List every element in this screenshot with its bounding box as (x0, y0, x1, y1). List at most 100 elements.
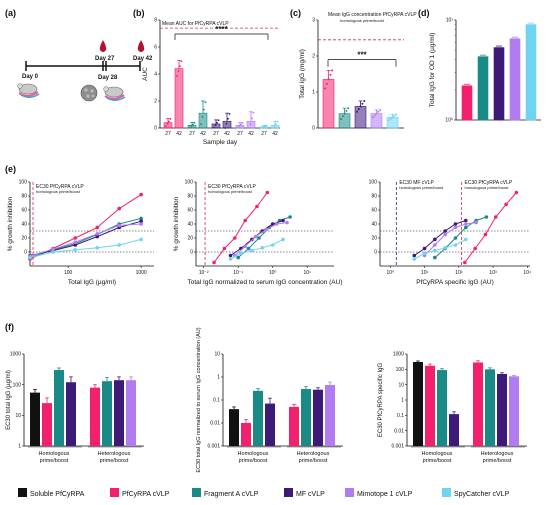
bar-f1-fragment-a-cvlp (54, 370, 64, 446)
point-e3-mf-cvlp (422, 246, 427, 251)
y-tick-label-e2: 100 (185, 180, 194, 186)
x-tick-label-e3: 10² (455, 270, 463, 276)
bar-f3-fragment-a-cvlp (437, 370, 447, 446)
series-line-e3-mf-cvlp (413, 220, 466, 256)
point-e3-mf-cvlp (412, 253, 417, 258)
x-tick-label-b-day: 27 (165, 131, 171, 137)
bar-d-pfcyrpa-cvlp (461, 85, 473, 121)
point-b-spycatcher-cvlp (272, 127, 274, 129)
point-e1-mf-cvlp (95, 234, 100, 239)
point-e3-spycatcher-cvlp (422, 251, 427, 256)
point-e2-mimotope-1-cvlp (264, 227, 268, 232)
point-e2-pfcyrpa-cvlp (265, 190, 270, 195)
point-b-mf-cvlp (214, 124, 217, 127)
point-b-mimotope-1-cvlp (237, 126, 239, 129)
point-e2-spycatcher-cvlp (250, 248, 254, 253)
point-c-pfcyrpa-cvlp (324, 87, 326, 90)
x-tick-label-e2: 10⁰ (269, 270, 277, 276)
point-e3-fragment-a-cvlp (453, 236, 458, 240)
point-c-mf-cvlp (361, 102, 364, 105)
y-axis-label-d: Total IgG for OD 1 (µg/ml) (429, 33, 436, 108)
group-label-f2: Homologous (238, 451, 269, 457)
x-tick-label-e3: 10⁰ (387, 270, 395, 276)
point-b-mimotope-1-cvlp (249, 123, 252, 125)
point-b-pfcyrpa-cvlp (169, 118, 172, 120)
bar-f2-mf-cvlp (313, 389, 323, 446)
legend-label-spycatcher-cvlp: SpyCatcher cVLP (454, 491, 510, 498)
y-tick-label-f2: 0.1 (213, 398, 220, 404)
point-c-spycatcher-cvlp (388, 119, 390, 122)
legend-swatch-fragment-a-cvlp (192, 488, 201, 497)
point-e1-spycatcher-cvlp (73, 248, 78, 252)
panel-label-f: (f) (5, 322, 14, 332)
x-axis-label-e1: Total IgG (µg/ml) (68, 279, 116, 286)
point-b-mimotope-1-cvlp (241, 121, 244, 124)
y-tick-label-b: 2 (154, 99, 157, 105)
bar-c-fragment-a-cvlp (338, 113, 351, 129)
point-e2-mf-cvlp (281, 218, 285, 223)
point-e3-pfcyrpa-cvlp (504, 202, 508, 207)
point-e2-pfcyrpa-cvlp (222, 246, 227, 251)
y-tick-label-c: 2 (312, 54, 315, 60)
annotation-sub-e3: homologous prime/boost (399, 185, 444, 190)
legend-swatch-soluble-pfcyrpa (18, 488, 27, 497)
bar-f3-soluble-pfcyrpa (413, 362, 423, 446)
group-sublabel-f3: prime/boost (483, 458, 512, 464)
bar-f2-soluble-pfcyrpa (229, 409, 239, 446)
y-tick-label-e3: 60 (371, 208, 377, 214)
y-tick-label-e3: 0 (374, 250, 377, 256)
point-b-pfcyrpa-cvlp (168, 120, 170, 123)
vlp-particle-icon (80, 84, 98, 102)
legend-label-mimotope-1-cvlp: Mimotope 1 cVLP (357, 491, 413, 498)
series-line-e2-mimotope-1-cvlp (234, 222, 288, 256)
axes-e1: 0 20 40 60 80 100 100 1000 (19, 180, 154, 276)
x-tick-label-e1: 1000 (136, 270, 147, 276)
point-b-pfcyrpa-cvlp (179, 65, 181, 68)
timeline-panel: Day 0 Day 27 Day 28 Day 42 (17, 40, 153, 102)
point-e2-pfcyrpa-cvlp (243, 218, 247, 223)
bar-f2-pfcyrpa-cvlp (241, 423, 251, 446)
x-tick-label-b-day: 42 (200, 131, 206, 137)
annotation-sub-e1: homologous prime/boost (36, 189, 81, 194)
x-tick-label-b-day: 27 (189, 131, 195, 137)
point-e2-mimotope-1-cvlp (274, 222, 279, 226)
point-e3-spycatcher-cvlp (463, 237, 468, 242)
bar-f2-fragment-a-cvlp (301, 389, 311, 446)
group-label-f3: Heterologous (481, 451, 514, 457)
point-e2-spycatcher-cvlp (228, 257, 233, 261)
point-b-mimotope-1-cvlp (240, 123, 242, 126)
bar-f1-pfcyrpa-cvlp (90, 387, 100, 446)
bar-f1-mimotope-1-cvlp (126, 380, 136, 446)
point-b-spycatcher-cvlp (264, 125, 266, 128)
point-b-mimotope-1-cvlp (248, 127, 250, 129)
point-e1-mimotope-1-cvlp (95, 232, 100, 236)
x-tick-label-b-day: 42 (272, 131, 278, 137)
bar-c-pfcyrpa-cvlp (322, 79, 335, 129)
y-tick-label-f3: 100 (396, 367, 405, 373)
bar-f1-mf-cvlp (66, 382, 76, 446)
axes-b: 0 2 4 6 8 (154, 18, 280, 132)
point-e3-mimotope-1-cvlp (433, 243, 437, 247)
point-e2-fragment-a-cvlp (236, 255, 240, 260)
point-e2-fragment-a-cvlp (246, 246, 251, 251)
bar-b-mf-cvlp-day42 (222, 120, 232, 129)
bar-d-spycatcher-cvlp (525, 24, 537, 121)
point-c-mf-cvlp (359, 105, 362, 108)
group-sublabel-f2: prime/boost (299, 458, 328, 464)
y-tick-label-e3: 80 (371, 194, 377, 200)
legend-label-fragment-a-cvlp: Fragment A cVLP (204, 491, 259, 498)
point-e1-fragment-a-cvlp (139, 216, 143, 221)
point-e1-pfcyrpa-cvlp (95, 225, 100, 230)
point-e2-spycatcher-cvlp (281, 237, 285, 242)
point-e3-mf-cvlp (443, 229, 447, 233)
point-b-fragment-a-cvlp (190, 125, 193, 128)
bar-f1-mf-cvlp (114, 380, 124, 446)
point-c-spycatcher-cvlp (391, 116, 394, 119)
point-e1-mf-cvlp (139, 219, 143, 223)
point-b-fragment-a-cvlp (189, 126, 191, 129)
point-c-mf-cvlp (357, 108, 360, 111)
point-b-pfcyrpa-cvlp (176, 74, 178, 77)
y-tick-label-f1: 1 (18, 444, 21, 450)
group-sublabel-f2: prime/boost (239, 458, 268, 464)
point-e3-fragment-a-cvlp (484, 215, 489, 219)
